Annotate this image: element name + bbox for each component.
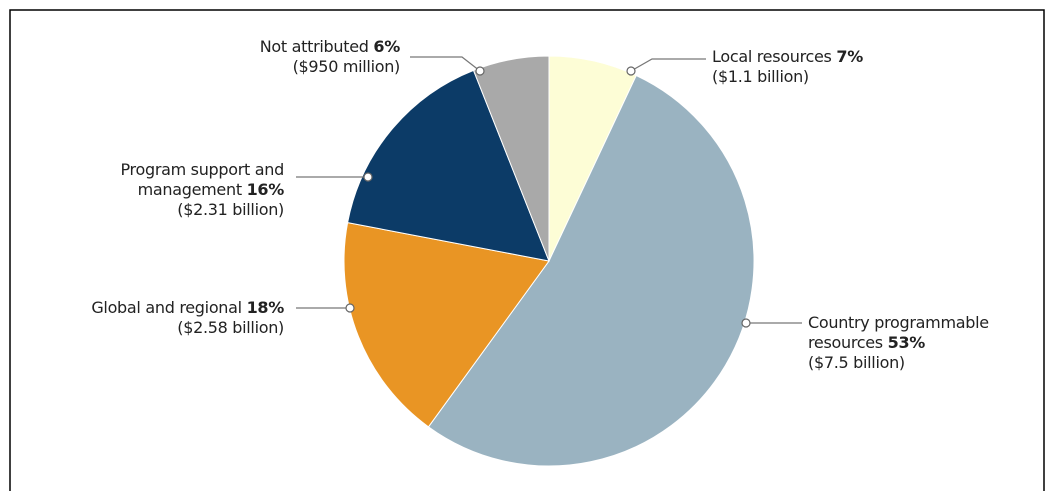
percent-label: 53%	[887, 333, 926, 352]
slice-label: Program support and management 16% ($2.31…	[84, 160, 284, 220]
label-marker	[475, 66, 485, 76]
amount-label: ($7.5 billion)	[808, 353, 905, 372]
pie-slice	[427, 74, 755, 467]
slice-label: Country programmable resources 53% ($7.5 …	[808, 313, 1028, 373]
category-name: Local resources	[712, 47, 832, 66]
amount-label: ($2.58 billion)	[177, 318, 284, 337]
label-marker	[363, 172, 373, 182]
percent-label: 6%	[373, 37, 400, 56]
frame	[9, 9, 1045, 491]
label-marker	[741, 318, 751, 328]
leader-line	[630, 58, 706, 72]
category-name: Country programmable resources	[808, 313, 989, 352]
slice-label: Local resources 7% ($1.1 billion)	[712, 47, 972, 87]
category-name: Program support and management	[120, 160, 284, 199]
leader-line	[410, 56, 481, 72]
label-marker	[626, 66, 636, 76]
pie-slice	[347, 69, 550, 262]
slice-label: Global and regional 18% ($2.58 billion)	[14, 298, 284, 338]
percent-label: 16%	[246, 180, 285, 199]
slice-label: Not attributed 6% ($950 million)	[200, 37, 401, 77]
amount-label: ($950 million)	[292, 57, 401, 76]
label-marker	[345, 303, 355, 313]
pie-slice	[343, 222, 550, 428]
amount-label: ($1.1 billion)	[712, 67, 809, 86]
category-name: Global and regional	[91, 298, 242, 317]
amount-label: ($2.31 billion)	[177, 200, 284, 219]
percent-label: 7%	[836, 47, 863, 66]
category-name: Not attributed	[259, 37, 369, 56]
pie-slice	[472, 55, 550, 262]
percent-label: 18%	[246, 298, 285, 317]
